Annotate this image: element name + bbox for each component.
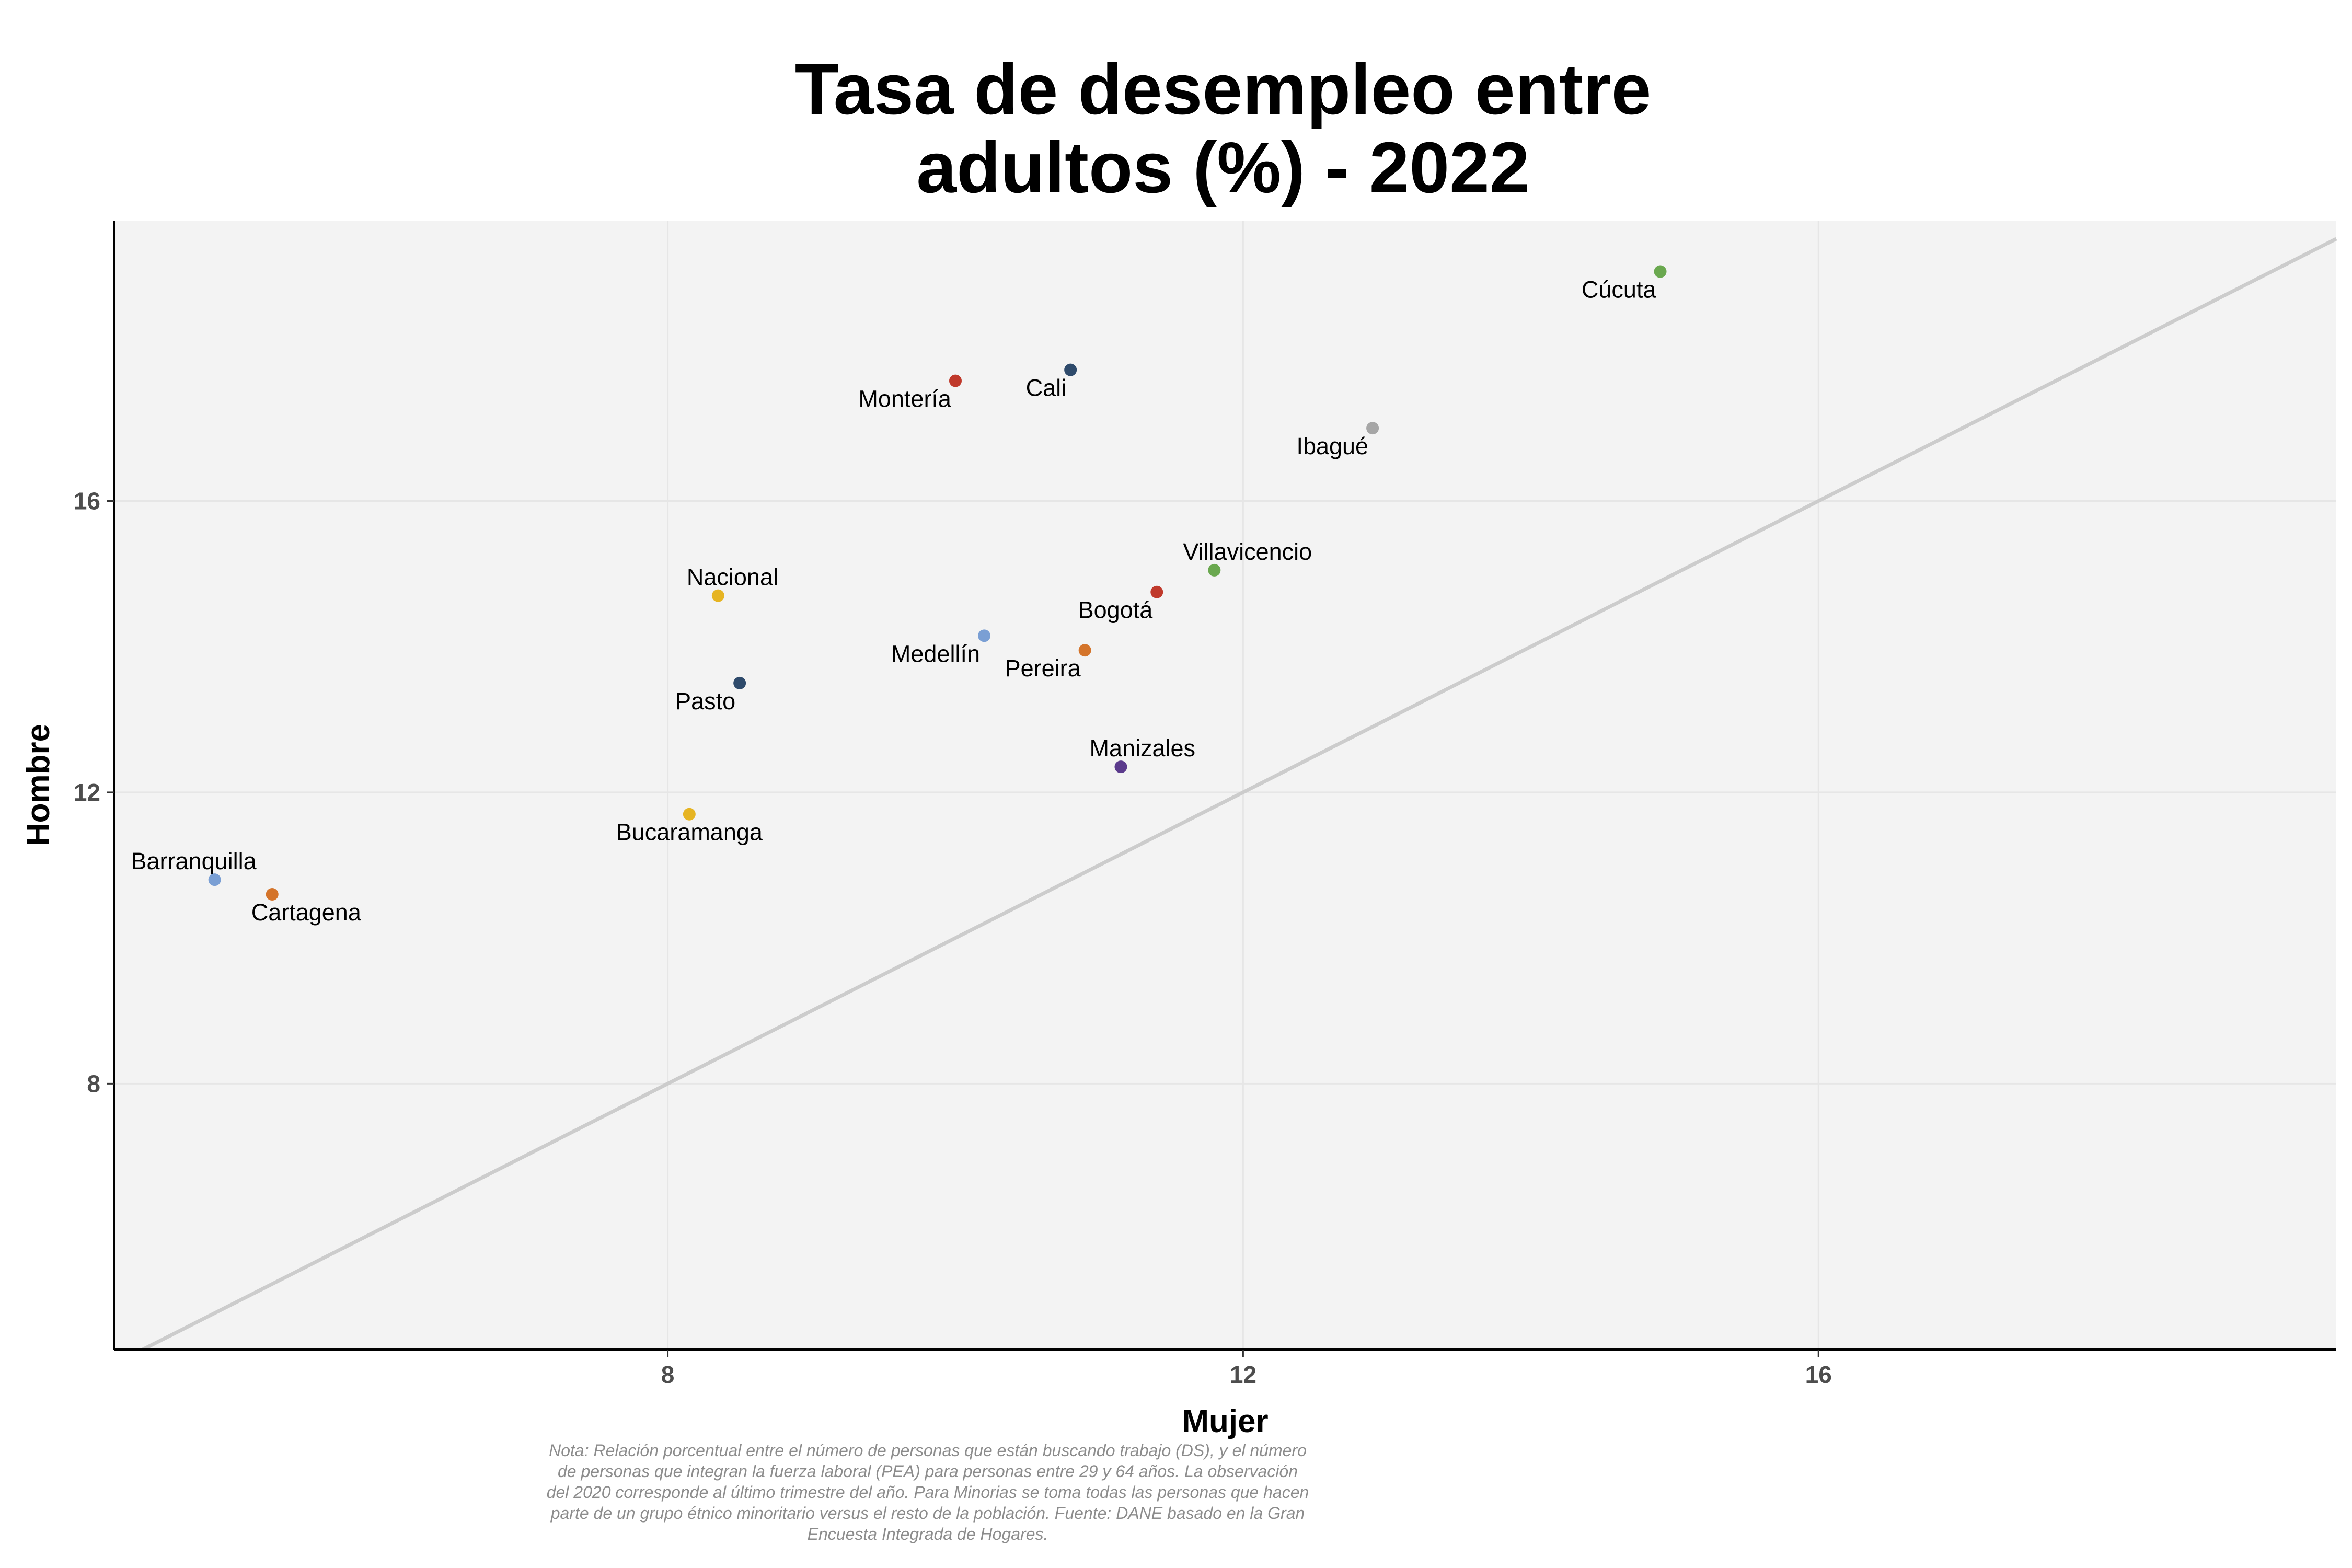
point-label-ibague: Ibagué <box>1296 433 1368 459</box>
point-label-cali: Cali <box>1026 375 1067 401</box>
footnote-line-5: Encuesta Integrada de Hogares. <box>808 1525 1048 1543</box>
point-ibague <box>1366 422 1379 435</box>
point-medellin <box>978 629 991 642</box>
y-axis-ticks: 8 12 16 <box>74 488 114 1097</box>
point-label-pereira: Pereira <box>1005 655 1081 682</box>
footnote-line-4: parte de un grupo étnico minoritario ver… <box>550 1504 1305 1523</box>
point-nacional <box>711 589 724 602</box>
grid-lines <box>114 221 2336 1350</box>
reference-diagonal-line <box>142 237 2337 1352</box>
footnote-line-3: del 2020 corresponde al último trimestre… <box>547 1483 1309 1502</box>
footnote: Nota: Relación porcentual entre el númer… <box>547 1441 1309 1543</box>
y-axis-title: Hombre <box>20 724 56 846</box>
point-label-pasto: Pasto <box>675 688 735 714</box>
point-manizales <box>1114 760 1127 774</box>
point-villavicencio <box>1208 563 1221 577</box>
point-label-medellin: Medellín <box>891 640 980 667</box>
point-label-bucaramanga: Bucaramanga <box>616 819 763 846</box>
point-barranquilla <box>208 873 221 886</box>
x-tick-label-16: 16 <box>1805 1361 1832 1388</box>
plot-panel <box>114 221 2336 1350</box>
point-bogota <box>1150 585 1163 598</box>
chart-title-line-2: adultos (%) - 2022 <box>916 128 1529 208</box>
point-label-monteria: Montería <box>858 386 952 412</box>
data-points <box>208 265 1667 901</box>
y-tick-label-8: 8 <box>87 1070 100 1097</box>
point-labels: Cúcuta Cali Montería Ibagué Villavicencio Bog… <box>131 276 1657 926</box>
point-label-manizales: Manizales <box>1089 735 1195 762</box>
point-pasto <box>733 676 746 689</box>
x-axis-ticks: 8 12 16 <box>661 1350 1832 1388</box>
footnote-line-1: Nota: Relación porcentual entre el númer… <box>549 1441 1307 1460</box>
point-cucuta <box>1654 265 1667 278</box>
point-label-nacional: Nacional <box>687 564 778 591</box>
point-label-barranquilla: Barranquilla <box>131 848 257 874</box>
chart-title-line-1: Tasa de desempleo entre <box>795 49 1652 130</box>
point-monteria <box>949 374 962 387</box>
point-label-cartagena: Cartagena <box>251 899 362 926</box>
x-tick-label-8: 8 <box>661 1361 675 1388</box>
y-tick-label-12: 12 <box>74 779 100 806</box>
point-cali <box>1064 363 1077 376</box>
x-tick-label-12: 12 <box>1230 1361 1256 1388</box>
x-axis-title: Mujer <box>1182 1403 1268 1439</box>
point-label-villavicencio: Villavicencio <box>1183 538 1312 565</box>
y-tick-label-16: 16 <box>74 488 100 515</box>
point-label-bogota: Bogotá <box>1078 597 1154 624</box>
point-cartagena <box>266 888 279 901</box>
point-pereira <box>1078 644 1091 657</box>
point-label-cucuta: Cúcuta <box>1582 276 1657 303</box>
footnote-line-2: de personas que integran la fuerza labor… <box>558 1462 1298 1481</box>
point-bucaramanga <box>683 808 696 821</box>
